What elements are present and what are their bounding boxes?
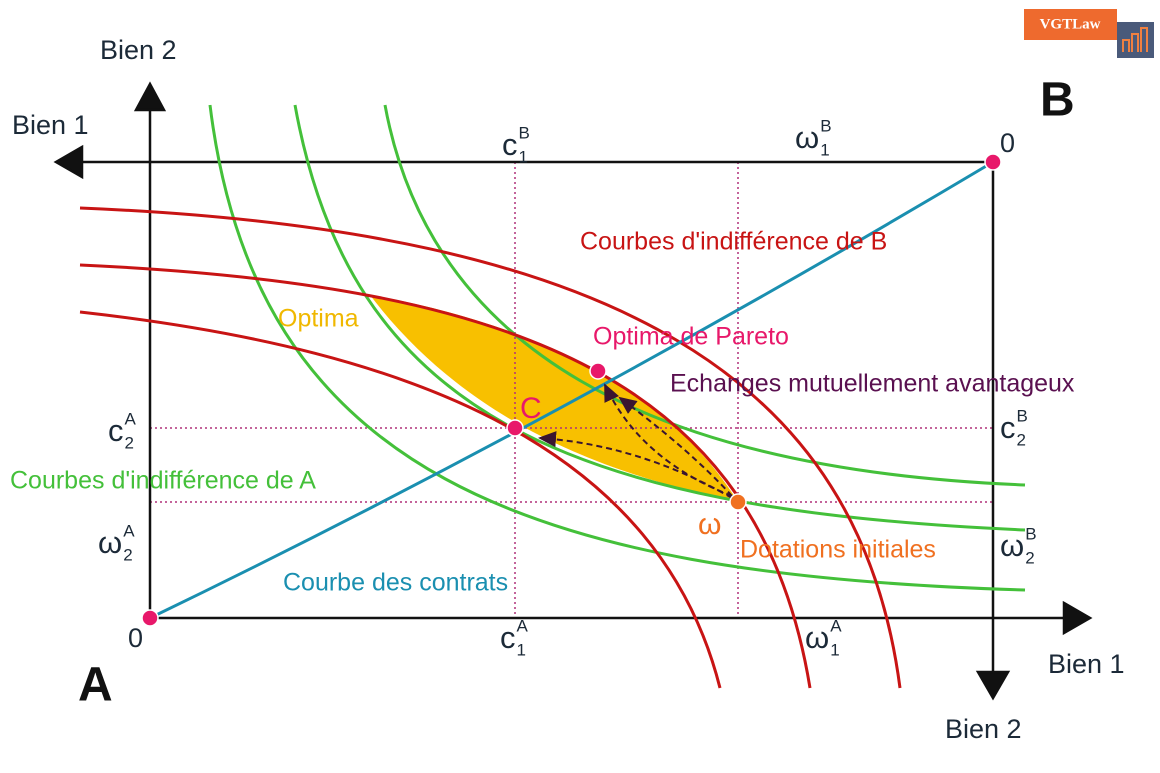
symbol-sub: 2 bbox=[125, 433, 134, 452]
origin-label: 0 bbox=[128, 623, 143, 653]
origin-a bbox=[141, 609, 159, 627]
curve-b3 bbox=[79, 310, 722, 689]
annotation: Courbe des contrats bbox=[283, 569, 508, 597]
guide-lines bbox=[150, 162, 993, 618]
curve-a3 bbox=[383, 104, 1026, 487]
symbol-base: ω bbox=[1000, 528, 1024, 563]
curve-a1 bbox=[208, 104, 1026, 592]
arrow-to-pareto bbox=[604, 383, 733, 497]
arrow bbox=[53, 144, 84, 180]
symbol-sup: A bbox=[125, 409, 137, 428]
symbol-base: c bbox=[1000, 410, 1016, 445]
symbol-sup: A bbox=[517, 616, 529, 635]
axis-label: Bien 1 bbox=[12, 110, 89, 140]
symbol-sup: A bbox=[123, 521, 135, 540]
annotation: Optima bbox=[278, 305, 359, 333]
logo-text: VGTLaw bbox=[1040, 16, 1101, 32]
corner-label: A bbox=[78, 659, 113, 712]
symbol-sup: B bbox=[1017, 406, 1028, 425]
corner-label: B bbox=[1040, 74, 1075, 127]
arrow bbox=[133, 81, 167, 112]
symbol-sub: 2 bbox=[123, 545, 132, 564]
point-c bbox=[506, 419, 524, 437]
points bbox=[141, 153, 1002, 627]
arrow bbox=[975, 670, 1011, 701]
annotation: Dotations initiales bbox=[740, 536, 936, 564]
symbol-sub: 2 bbox=[1017, 430, 1026, 449]
symbol-base: c bbox=[502, 127, 518, 162]
annotation: Echanges mutuellement avantageux bbox=[670, 370, 1075, 398]
contract-curve bbox=[149, 160, 994, 620]
axis-label: Bien 1 bbox=[1048, 649, 1125, 679]
annotation: Optima de Pareto bbox=[593, 323, 789, 351]
axis-label: Bien 2 bbox=[100, 35, 177, 65]
axis-label: Bien 2 bbox=[945, 714, 1022, 744]
arrow bbox=[1062, 600, 1093, 636]
symbol-sup: B bbox=[519, 123, 530, 142]
origin-label: 0 bbox=[1000, 128, 1015, 158]
symbol-base: c bbox=[500, 620, 516, 655]
annotation: C bbox=[520, 392, 542, 425]
symbol-base: c bbox=[108, 413, 124, 448]
symbol-sub: 1 bbox=[517, 640, 526, 659]
symbol-sup: A bbox=[830, 616, 842, 635]
symbol-base: ω bbox=[795, 120, 819, 155]
trade-arrows bbox=[538, 383, 733, 499]
symbol-sup: B bbox=[820, 116, 831, 135]
symbol-base: ω bbox=[805, 620, 829, 655]
mutual-gain-area bbox=[370, 295, 738, 502]
symbol-base: ω bbox=[98, 525, 122, 560]
annotation: ω bbox=[698, 508, 721, 541]
axes bbox=[53, 81, 1093, 701]
annotation: Courbes d'indifférence de A bbox=[10, 467, 316, 495]
origin-b bbox=[984, 153, 1002, 171]
logo-box bbox=[1024, 9, 1117, 40]
logo-bars bbox=[1122, 27, 1148, 52]
symbol-sub: 1 bbox=[830, 640, 839, 659]
symbol-sub: 1 bbox=[820, 140, 829, 159]
curve-b1 bbox=[79, 206, 902, 689]
symbol-sub: 1 bbox=[519, 147, 528, 166]
arrow-mid bbox=[618, 396, 733, 497]
symbol-sup: B bbox=[1025, 524, 1036, 543]
symbol-sub: 2 bbox=[1025, 548, 1034, 567]
point-pareto bbox=[589, 362, 607, 380]
annotation: Courbes d'indifférence de B bbox=[580, 228, 887, 256]
indifference-b bbox=[79, 206, 902, 689]
point-omega bbox=[729, 493, 747, 511]
